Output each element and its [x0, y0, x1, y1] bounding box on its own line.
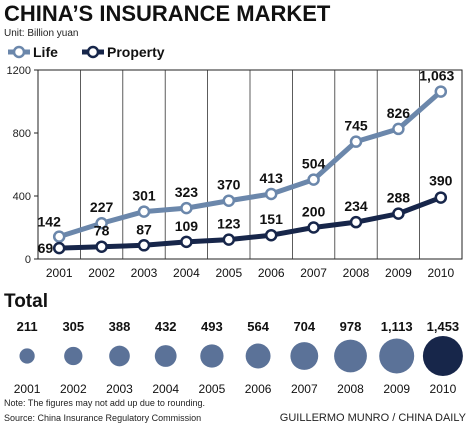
life-point: [264, 187, 278, 201]
page-title: CHINA’S INSURANCE MARKET: [4, 1, 331, 26]
life-data-label: 301: [132, 188, 156, 204]
total-value-label: 1,113: [381, 319, 413, 334]
property-point: [434, 191, 448, 204]
property-data-label: 69: [38, 240, 54, 256]
total-year-label: 2001: [14, 382, 41, 396]
property-point: [264, 228, 278, 242]
property-point: [349, 215, 363, 229]
life-point: [180, 201, 193, 215]
life-point: [52, 230, 66, 243]
total-year-label: 2002: [60, 382, 87, 396]
x-tick-label: 2007: [300, 266, 327, 280]
property-point: [307, 221, 320, 234]
property-data-label: 151: [260, 211, 284, 227]
total-year-label: 2005: [199, 382, 226, 396]
total-value-label: 432: [155, 319, 177, 334]
life-data-label: 370: [217, 177, 241, 193]
y-tick-label: 400: [13, 191, 31, 203]
x-tick-label: 2008: [343, 266, 370, 280]
life-point: [137, 205, 151, 218]
property-point: [222, 233, 236, 246]
life-point: [222, 194, 236, 207]
life-point: [307, 173, 320, 186]
property-data-label: 87: [136, 221, 152, 237]
credit-label: GUILLERMO MUNRO / CHINA DAILY: [280, 412, 467, 424]
legend-life-marker: [12, 45, 26, 59]
property-point: [52, 241, 66, 255]
x-tick-label: 2003: [131, 266, 158, 280]
total-value-label: 564: [247, 319, 269, 334]
life-point: [95, 216, 108, 230]
total-year-label: 2003: [106, 382, 133, 396]
total-year-label: 2007: [291, 382, 318, 396]
life-data-label: 323: [175, 184, 199, 200]
property-data-label: 200: [302, 204, 326, 220]
x-tick-label: 2005: [215, 266, 242, 280]
total-value-label: 211: [17, 319, 38, 334]
total-bubble: [19, 348, 35, 364]
x-tick-label: 2006: [258, 266, 285, 280]
x-tick-label: 2001: [46, 266, 73, 280]
property-point: [392, 207, 405, 220]
total-year-label: 2008: [337, 382, 364, 396]
total-value-label: 388: [109, 319, 131, 334]
property-data-label: 123: [217, 216, 241, 232]
total-value-label: 704: [293, 319, 315, 334]
legend-life-label: Life: [33, 44, 58, 60]
life-point: [349, 135, 363, 148]
total-bubble: [245, 343, 271, 369]
life-point: [392, 122, 405, 136]
legend-property-label: Property: [107, 44, 165, 60]
property-point: [137, 239, 151, 252]
legend-property-marker: [86, 45, 100, 59]
total-bubble: [334, 339, 367, 373]
total-value-label: 1,453: [427, 319, 460, 334]
total-year-label: 2010: [430, 382, 457, 396]
property-data-label: 390: [429, 173, 453, 189]
y-tick-label: 800: [13, 128, 31, 140]
y-tick-label: 0: [25, 254, 31, 266]
total-bubble: [422, 336, 463, 376]
life-data-label: 142: [38, 214, 62, 230]
property-series-line: [59, 195, 442, 251]
total-bubble: [290, 342, 319, 370]
total-year-label: 2009: [383, 382, 410, 396]
total-year-label: 2004: [152, 382, 179, 396]
property-point: [180, 235, 193, 249]
life-data-label: 826: [387, 105, 411, 121]
x-tick-label: 2004: [173, 266, 200, 280]
y-tick-label: 1200: [7, 65, 31, 77]
property-point: [95, 240, 108, 253]
property-data-label: 78: [94, 223, 110, 239]
life-series-line: [58, 89, 443, 240]
property-data-label: 109: [175, 218, 199, 234]
life-data-label: 504: [302, 156, 326, 172]
life-data-label: 227: [90, 199, 114, 215]
total-year-label: 2006: [245, 382, 272, 396]
total-bubble: [200, 344, 224, 368]
x-tick-label: 2002: [88, 266, 115, 280]
life-data-label: 745: [344, 118, 368, 134]
x-tick-label: 2009: [385, 266, 412, 280]
total-bubble: [379, 338, 415, 374]
property-data-label: 288: [387, 190, 411, 206]
total-bubble: [64, 346, 83, 366]
total-bubble: [109, 345, 130, 367]
life-data-label: 413: [260, 170, 284, 186]
total-value-label: 978: [340, 319, 362, 334]
total-title: Total: [4, 291, 48, 312]
rounding-note: Note: The figures may not add up due to …: [4, 398, 205, 408]
total-bubble: [154, 345, 177, 367]
source-note: Source: China Insurance Regulatory Commi…: [4, 413, 201, 423]
life-point: [434, 85, 448, 98]
unit-label: Unit: Billion yuan: [4, 28, 79, 39]
life-data-label: 1,063: [419, 68, 454, 84]
property-data-label: 234: [344, 198, 368, 214]
total-value-label: 305: [62, 319, 84, 334]
total-value-label: 493: [201, 319, 223, 334]
x-tick-label: 2010: [427, 266, 454, 280]
